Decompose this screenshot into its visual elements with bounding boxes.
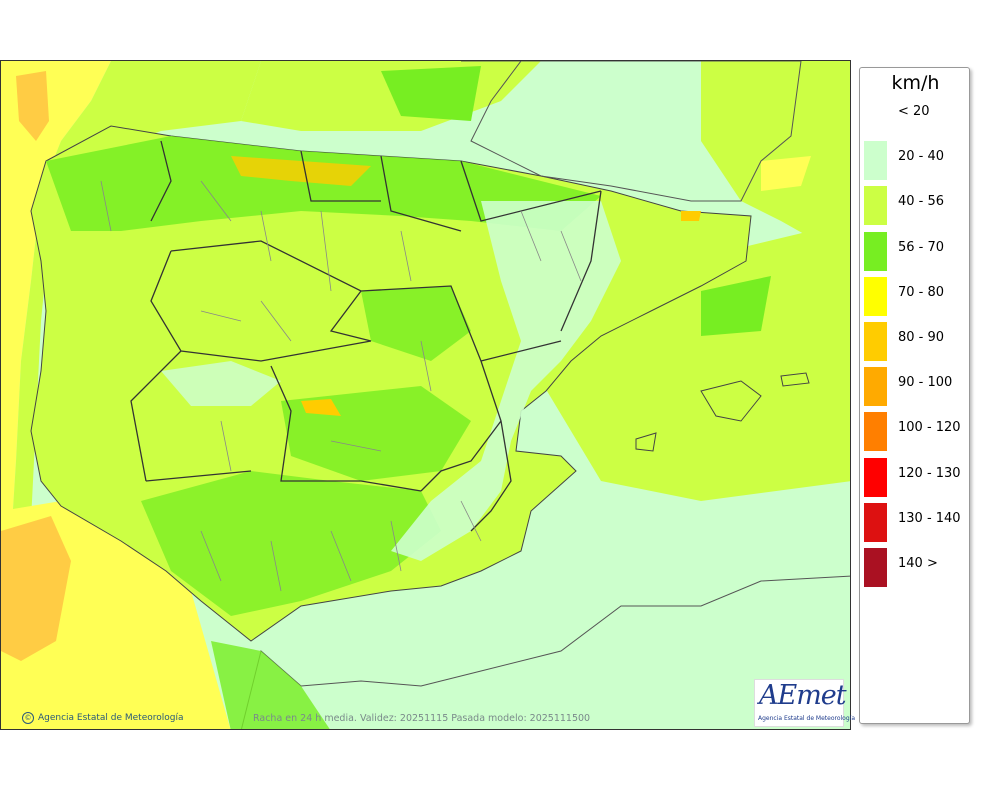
menorca-island: [780, 372, 810, 387]
east-light-zone: [391, 201, 621, 561]
copyright-credit: © Agencia Estatal de Meteorología: [22, 712, 184, 724]
legend-swatch: [864, 367, 887, 407]
legend-swatch: [864, 276, 887, 316]
ibiza-island: [635, 432, 657, 452]
legend-label: 140 >: [898, 556, 938, 571]
credit-text: Agencia Estatal de Meteorología: [38, 713, 184, 723]
mallorca-island: [700, 380, 762, 422]
map-caption: Racha en 24 h media. Validez: 20251115 P…: [253, 713, 591, 724]
legend-swatch: [864, 457, 887, 497]
south-green-region: [141, 471, 441, 616]
map-canvas: [1, 61, 850, 729]
legend-item: 70 - 80: [860, 274, 971, 316]
iberian-range-green: [361, 286, 471, 361]
legend-label: 20 - 40: [898, 149, 945, 165]
legend-swatch: [864, 231, 887, 271]
cadiz-orange-patch: [1, 516, 71, 661]
legend-item: 20 - 40: [860, 138, 971, 181]
legend-unit: km/h: [891, 72, 940, 94]
wind-gust-map: [0, 60, 851, 730]
legend-label: 70 - 80: [898, 284, 945, 300]
legend-item: 56 - 70: [860, 229, 971, 271]
logo-wordmark: AEmet: [759, 680, 847, 711]
atlantic-coastal-band: [11, 61, 261, 541]
legend-item: 120 - 130: [860, 455, 971, 497]
gulf-lion-yellow: [761, 156, 811, 191]
france-coast: [461, 61, 802, 202]
atlantic-orange-patch: [16, 71, 49, 141]
aemet-logo: AEmet Agencia Estatal de Meteorología: [754, 679, 855, 727]
legend-label: 90 - 100: [898, 375, 953, 391]
legend-label: 40 - 56: [898, 194, 945, 210]
legend-item: 130 - 140: [860, 500, 971, 542]
legend-panel: km/h < 20 20 - 40 40 - 56 56 - 70 70 - 80 80 …: [859, 67, 970, 724]
legend-item: 100 - 120: [860, 409, 971, 452]
legend-label: < 20: [898, 104, 930, 119]
legend-label: 130 - 140: [898, 510, 961, 526]
region-borders: [130, 140, 602, 532]
toledo-gust-spot: [301, 399, 341, 416]
legend-item: 80 - 90: [860, 319, 971, 361]
legend-item: 40 - 56: [860, 183, 971, 226]
legend-swatch: [864, 96, 887, 135]
legend-swatch: [864, 322, 887, 361]
province-borders: [100, 180, 582, 592]
copyright-icon: ©: [22, 712, 34, 724]
legend-swatch: [864, 186, 887, 226]
mancha-light-zone: [161, 361, 281, 406]
africa-coast: [240, 575, 850, 729]
biscay-green-patch: [381, 66, 481, 121]
morocco-green-band: [211, 641, 330, 729]
legend-label: 120 - 130: [898, 465, 961, 481]
legend-label: 100 - 120: [898, 420, 961, 436]
cantabrian-gust-spot: [231, 156, 371, 186]
legend-swatch: [864, 412, 887, 452]
catalan-gust-spot: [681, 211, 701, 221]
balearic-green-patch: [701, 276, 771, 336]
atlantic-sea-band: [1, 61, 111, 541]
logo-subtitle: Agencia Estatal de Meteorología: [758, 715, 855, 722]
legend-swatch: [864, 548, 887, 587]
legend-swatch: [864, 141, 887, 181]
legend-swatch: [864, 502, 887, 542]
legend-label: 80 - 90: [898, 330, 945, 345]
legend-item: < 20: [860, 93, 971, 135]
legend-label: 56 - 70: [898, 239, 945, 255]
legend-item: 90 - 100: [860, 364, 971, 407]
legend-item: 140 >: [860, 545, 971, 587]
